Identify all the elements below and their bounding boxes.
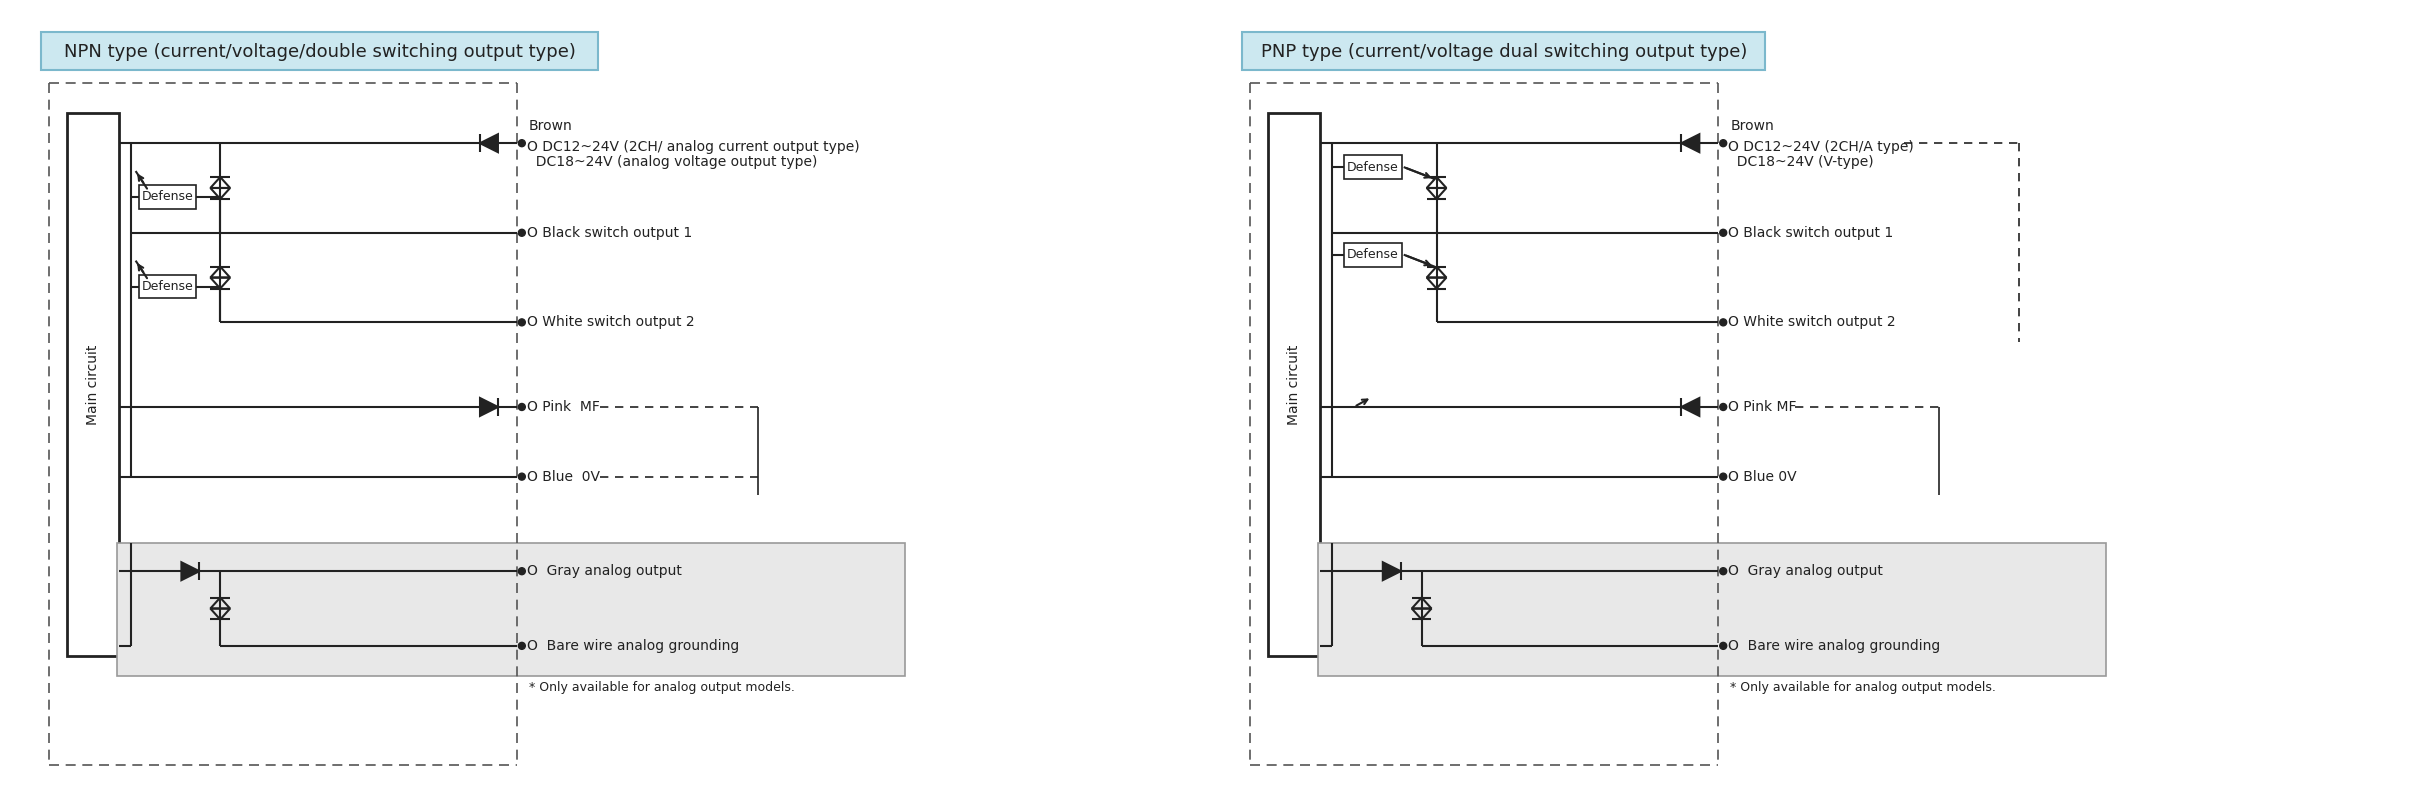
Text: Main circuit: Main circuit xyxy=(87,344,99,425)
Text: Main circuit: Main circuit xyxy=(1287,344,1302,425)
Bar xyxy=(116,543,906,676)
Text: O  Gray analog output: O Gray analog output xyxy=(526,564,681,578)
Circle shape xyxy=(1719,403,1727,410)
Bar xyxy=(41,32,599,70)
Polygon shape xyxy=(1681,134,1700,152)
Polygon shape xyxy=(1681,398,1700,416)
Text: PNP type (current/voltage dual switching output type): PNP type (current/voltage dual switching… xyxy=(1261,42,1746,61)
Polygon shape xyxy=(1384,562,1401,580)
Text: Defense: Defense xyxy=(1348,248,1398,261)
Text: O Blue  0V: O Blue 0V xyxy=(526,470,599,484)
Text: * Only available for analog output models.: * Only available for analog output model… xyxy=(1729,681,1997,694)
Circle shape xyxy=(1719,319,1727,326)
Text: O Pink  MF: O Pink MF xyxy=(526,400,599,414)
Circle shape xyxy=(1719,230,1727,236)
Bar xyxy=(1345,242,1401,266)
Text: O Black switch output 1: O Black switch output 1 xyxy=(526,226,693,240)
Text: Defense: Defense xyxy=(142,190,193,203)
Bar xyxy=(68,114,118,656)
Bar xyxy=(1319,543,2106,676)
Bar xyxy=(138,274,196,298)
Circle shape xyxy=(1719,473,1727,480)
Circle shape xyxy=(519,140,526,146)
Circle shape xyxy=(1719,140,1727,146)
Text: Brown: Brown xyxy=(1729,119,1775,134)
Text: Defense: Defense xyxy=(142,280,193,293)
Bar xyxy=(1345,155,1401,179)
Polygon shape xyxy=(481,398,497,416)
Text: * Only available for analog output models.: * Only available for analog output model… xyxy=(529,681,795,694)
Text: Defense: Defense xyxy=(1348,161,1398,174)
Text: O Pink MF: O Pink MF xyxy=(1729,400,1797,414)
Circle shape xyxy=(1719,642,1727,650)
Text: NPN type (current/voltage/double switching output type): NPN type (current/voltage/double switchi… xyxy=(63,42,575,61)
Bar xyxy=(1241,32,1765,70)
Text: O DC12~24V (2CH/ analog current output type): O DC12~24V (2CH/ analog current output t… xyxy=(526,140,860,154)
Text: O  Gray analog output: O Gray analog output xyxy=(1729,564,1884,578)
Circle shape xyxy=(519,642,526,650)
Circle shape xyxy=(519,568,526,574)
Circle shape xyxy=(519,403,526,410)
Polygon shape xyxy=(181,562,200,580)
Text: O White switch output 2: O White switch output 2 xyxy=(526,315,696,330)
Text: DC18~24V (V-type): DC18~24V (V-type) xyxy=(1729,155,1874,169)
Text: O Black switch output 1: O Black switch output 1 xyxy=(1729,226,1893,240)
Circle shape xyxy=(1719,568,1727,574)
Circle shape xyxy=(519,319,526,326)
Text: O Blue 0V: O Blue 0V xyxy=(1729,470,1797,484)
Text: O  Bare wire analog grounding: O Bare wire analog grounding xyxy=(1729,639,1939,653)
Polygon shape xyxy=(481,134,497,152)
Circle shape xyxy=(519,473,526,480)
Bar xyxy=(138,185,196,209)
Text: Brown: Brown xyxy=(529,119,572,134)
Text: O  Bare wire analog grounding: O Bare wire analog grounding xyxy=(526,639,739,653)
Text: O DC12~24V (2CH/A type): O DC12~24V (2CH/A type) xyxy=(1729,140,1915,154)
Circle shape xyxy=(519,230,526,236)
Text: O White switch output 2: O White switch output 2 xyxy=(1729,315,1896,330)
Bar xyxy=(1268,114,1321,656)
Text: DC18~24V (analog voltage output type): DC18~24V (analog voltage output type) xyxy=(526,155,816,169)
